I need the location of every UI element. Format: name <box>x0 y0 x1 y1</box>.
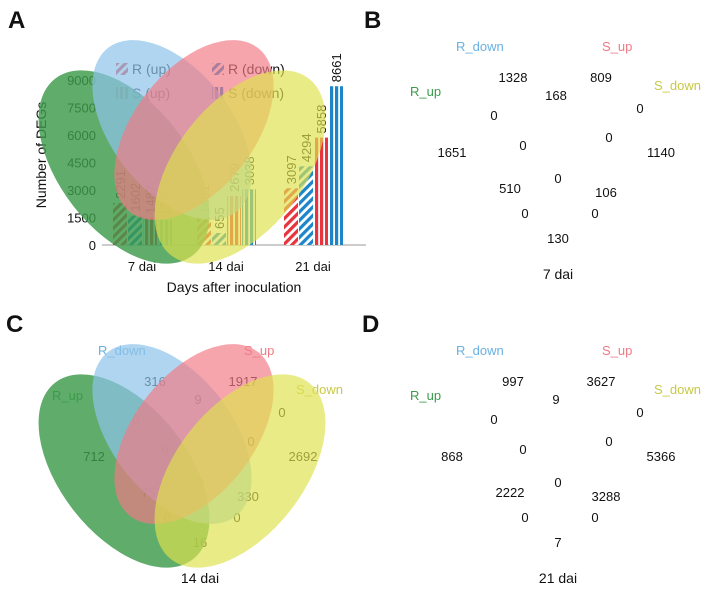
set-label-r-down: R_down <box>456 39 504 54</box>
venn-diagram-21dai: R_up R_down S_up S_down 997 3627 868 5366 9 0 0 0 0 0… <box>38 343 701 586</box>
venn-count-rup-rdown: 0 <box>490 412 497 427</box>
venn-count-s-down-only: 5366 <box>647 449 676 464</box>
venn-count-rup-rdown: 0 <box>490 108 497 123</box>
venn-caption: 7 dai <box>543 266 573 282</box>
venn-count-sup-sdown: 0 <box>636 101 643 116</box>
venn-count-rup-rdown-sdown: 0 <box>591 206 598 221</box>
venn-count-s-up-only: 809 <box>590 70 612 85</box>
venn-count-rdown-sup: 168 <box>545 88 567 103</box>
s-down-ellipse <box>0 343 1 588</box>
venn-count-rup-rdown-sup: 0 <box>519 442 526 457</box>
y-tick-label: 0 <box>89 238 96 253</box>
set-label-r-up: R_up <box>410 84 441 99</box>
venn-count-rup-sup: 510 <box>499 181 521 196</box>
venn-count-rdown-sdown: 106 <box>595 185 617 200</box>
panel-letter-d: D <box>362 311 379 338</box>
set-label-s-up: S_up <box>602 39 632 54</box>
venn-count-rup-rdown-sup: 0 <box>519 138 526 153</box>
venn-count-all: 0 <box>554 171 561 186</box>
venn-count-rup-sup-sdown: 0 <box>521 206 528 221</box>
panel-letter-c: C <box>6 311 23 338</box>
panel-letter-b: B <box>364 7 381 34</box>
venn-count-r-down-only: 997 <box>502 374 524 389</box>
venn-count-rup-sup-sdown: 0 <box>521 510 528 525</box>
venn-count-rdown-sup-sdown: 0 <box>605 130 612 145</box>
venn-count-r-up-only: 868 <box>441 449 463 464</box>
x-axis-title: Days after inoculation <box>167 279 302 295</box>
venn-count-s-down-only: 1140 <box>647 145 675 160</box>
x-category-label: 21 dai <box>295 259 331 274</box>
venn-count-s-up-only: 3627 <box>587 374 616 389</box>
venn-count-r-up-only: 1651 <box>438 145 467 160</box>
venn-count-r-down-only: 1328 <box>499 70 528 85</box>
x-category-label: 7 dai <box>128 259 156 274</box>
bar-s-down <box>329 86 343 245</box>
x-category-label: 14 dai <box>208 259 244 274</box>
venn-count-sup-sdown: 0 <box>636 405 643 420</box>
s-down-ellipse <box>154 374 326 568</box>
bar-s-up <box>314 137 328 245</box>
venn-count-rup-rdown-sdown: 0 <box>591 510 598 525</box>
s-down-ellipse <box>154 70 326 264</box>
set-label-s-down: S_down <box>654 382 701 397</box>
bar-value-label: 8661 <box>329 53 344 82</box>
set-label-s-down: S_down <box>654 78 701 93</box>
venn-count-rup-sdown: 7 <box>554 535 561 550</box>
set-label-s-up: S_up <box>602 343 632 358</box>
venn-count-rdown-sup: 9 <box>552 392 559 407</box>
venn-count-rdown-sdown: 3288 <box>592 489 621 504</box>
venn-caption: 21 dai <box>539 570 577 586</box>
venn-caption: 14 dai <box>181 570 219 586</box>
set-label-r-down: R_down <box>456 343 504 358</box>
panel-letter-a: A <box>8 7 25 34</box>
set-label-r-up: R_up <box>410 388 441 403</box>
venn-count-all: 0 <box>554 475 561 490</box>
venn-diagram-7dai: R_up R_down S_up S_down 1328 809 1651 1140 168 0 0… <box>38 39 701 282</box>
venn-count-rdown-sup-sdown: 0 <box>605 434 612 449</box>
venn-count-rup-sdown: 130 <box>547 231 569 246</box>
venn-count-rup-sup: 2222 <box>496 485 525 500</box>
